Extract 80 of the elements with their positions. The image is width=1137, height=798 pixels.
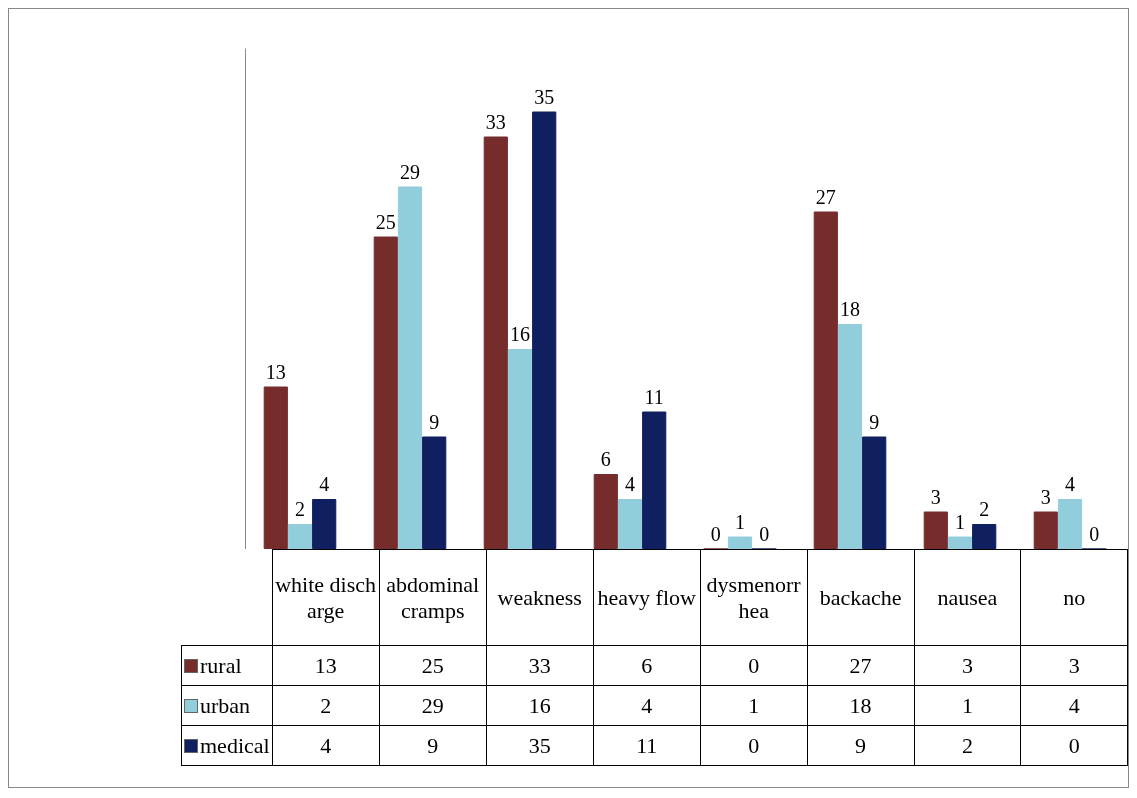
data-label: 25: [379, 645, 487, 686]
data-label: 4: [272, 725, 380, 766]
bar: [263, 386, 288, 549]
bar: [1057, 499, 1083, 549]
text: 0: [759, 522, 770, 545]
x-tick-label: backache: [807, 549, 915, 646]
text: 2: [979, 498, 990, 520]
text: 4: [319, 473, 330, 495]
data-label: 0: [1020, 725, 1128, 766]
legend-label: urban: [181, 685, 273, 726]
bar: [287, 524, 313, 549]
bar: [593, 474, 618, 549]
x-tick-label: heavy flow: [593, 549, 701, 646]
data-label: 2: [914, 725, 1021, 766]
data-label: 9: [379, 725, 487, 766]
data-label: 6: [593, 645, 701, 686]
text: 16: [510, 323, 530, 345]
text: 9: [869, 410, 880, 433]
data-label: 27: [807, 645, 915, 686]
bar: [373, 236, 398, 549]
text: 18: [840, 298, 860, 320]
text: 0: [710, 522, 721, 545]
x-tick-label: nausea: [914, 549, 1021, 646]
data-label: 4: [1020, 685, 1128, 726]
bar: [617, 499, 643, 549]
x-tick-label: abdominal cramps: [379, 549, 487, 646]
text: 0: [1089, 522, 1100, 545]
text: 4: [1065, 473, 1075, 495]
text: 13: [265, 360, 286, 383]
text: 3: [930, 485, 941, 508]
bar: [837, 324, 863, 549]
x-tick-label: dysmenorrhea: [700, 549, 808, 646]
bar: [727, 536, 753, 549]
bar: [312, 499, 337, 549]
data-label: 3: [914, 645, 1021, 686]
legend-label: rural: [181, 645, 273, 686]
text: 35: [534, 85, 555, 108]
text: 3: [1040, 485, 1051, 508]
bar: [972, 524, 997, 549]
text: 29: [400, 160, 420, 183]
text: 4: [625, 473, 635, 495]
data-label: 0: [700, 725, 808, 766]
data-label: 4: [593, 685, 701, 726]
x-tick-label: white discharge: [272, 549, 380, 646]
data-label: 13: [272, 645, 380, 686]
text: 33: [485, 110, 506, 133]
legend-label: medical: [181, 725, 273, 766]
bar: [1033, 511, 1058, 549]
text: 6: [600, 448, 611, 470]
data-label: 29: [379, 685, 487, 726]
text: 2: [295, 498, 305, 520]
text: 1: [735, 510, 745, 533]
text: 11: [644, 385, 664, 408]
text: 1: [955, 510, 965, 533]
bar: [483, 136, 508, 549]
data-label: 33: [486, 645, 594, 686]
x-tick-label: weakness: [486, 549, 594, 646]
data-label: 18: [807, 685, 915, 726]
bar: [422, 436, 447, 549]
bar: [862, 436, 887, 549]
bar: [532, 111, 557, 549]
bar: [923, 511, 948, 549]
data-label: 35: [486, 725, 594, 766]
data-label: 1: [700, 685, 808, 726]
data-label: 1: [914, 685, 1021, 726]
bar: [642, 411, 667, 549]
bar: [947, 536, 973, 549]
bar: [397, 186, 423, 549]
bar: [813, 211, 838, 549]
text: 25: [375, 210, 396, 233]
data-label: 9: [807, 725, 915, 766]
data-label: 3: [1020, 645, 1128, 686]
bar: [507, 349, 533, 549]
data-label: 0: [700, 645, 808, 686]
data-label: 11: [593, 725, 701, 766]
data-label: 16: [486, 685, 594, 726]
x-tick-label: no: [1020, 549, 1128, 646]
data-label: 2: [272, 685, 380, 726]
text: 9: [429, 410, 440, 433]
text: 27: [815, 185, 836, 208]
